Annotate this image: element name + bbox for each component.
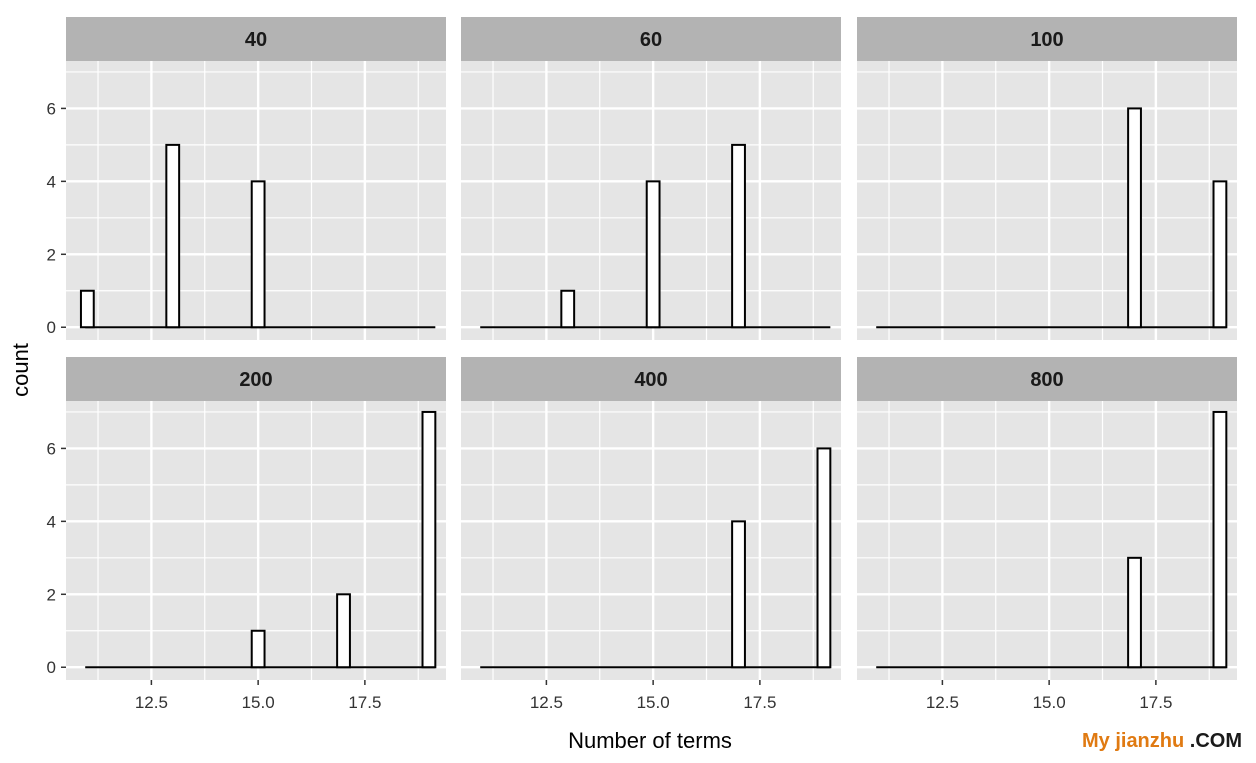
x-tick-label: 12.5: [530, 693, 563, 712]
bar: [79, 289, 95, 329]
bar: [560, 289, 576, 329]
facet-strip-label: 100: [1030, 29, 1063, 51]
bar: [731, 520, 746, 669]
facet-strip-label: 800: [1030, 369, 1063, 391]
facet-strip: [857, 17, 1237, 61]
facet-strip: [461, 17, 841, 61]
facet-strip: [857, 357, 1237, 401]
y-axis-title: count: [8, 343, 33, 397]
facet-panel-800: 800 12.5 15.0 17.5: [857, 357, 1237, 712]
y-tick-label: 0: [47, 318, 56, 337]
y-tick-label: 6: [47, 439, 56, 458]
watermark-suffix: .COM: [1184, 730, 1242, 752]
facet-strip: [66, 17, 446, 61]
panel-background: [857, 401, 1237, 680]
bar: [250, 629, 266, 669]
bar: [1212, 180, 1228, 329]
x-tick-label: 17.5: [1139, 693, 1172, 712]
x-tick-label: 15.0: [1033, 693, 1066, 712]
x-tick-label: 17.5: [348, 693, 381, 712]
x-tick-label: 12.5: [926, 693, 959, 712]
y-tick-label: 2: [47, 585, 56, 604]
bar: [421, 410, 437, 669]
y-tick-label: 4: [47, 172, 56, 191]
facet-strip-label: 400: [634, 369, 667, 391]
facet-panel-40: 40 0 2 4 6: [47, 17, 446, 340]
watermark: My jianzhu .COM: [1082, 730, 1242, 753]
bar: [731, 143, 746, 329]
bar: [1127, 556, 1142, 669]
x-axis-title: Number of terms: [568, 728, 732, 753]
y-tick-label: 4: [47, 512, 56, 531]
y-tick-label: 2: [47, 245, 56, 264]
facet-strip-label: 200: [239, 369, 272, 391]
panel-background: [461, 401, 841, 680]
watermark-main: My jianzhu: [1081, 730, 1185, 752]
bar: [645, 180, 661, 329]
bar: [816, 447, 832, 669]
bar: [250, 180, 266, 329]
bar: [165, 143, 181, 329]
facet-strip-label: 40: [245, 29, 267, 51]
bar: [336, 593, 351, 669]
x-tick-label: 15.0: [637, 693, 670, 712]
facet-strip: [461, 357, 841, 401]
facet-panel-400: 400 12.5 15.0 17.5: [461, 357, 841, 712]
x-tick-label: 12.5: [135, 693, 168, 712]
panel-background: [857, 61, 1237, 340]
facet-panel-60: 60: [461, 17, 841, 340]
facet-strip-label: 60: [640, 29, 662, 51]
facet-panel-100: 100: [857, 17, 1237, 340]
facet-panel-200: 200 0 2 4 6 12.5 15.0 17.5: [47, 357, 446, 712]
y-tick-label: 0: [47, 658, 56, 677]
bar: [1127, 107, 1142, 329]
bar: [1212, 410, 1228, 669]
facet-strip: [66, 357, 446, 401]
x-tick-label: 17.5: [743, 693, 776, 712]
y-tick-label: 6: [47, 99, 56, 118]
x-tick-label: 15.0: [242, 693, 275, 712]
